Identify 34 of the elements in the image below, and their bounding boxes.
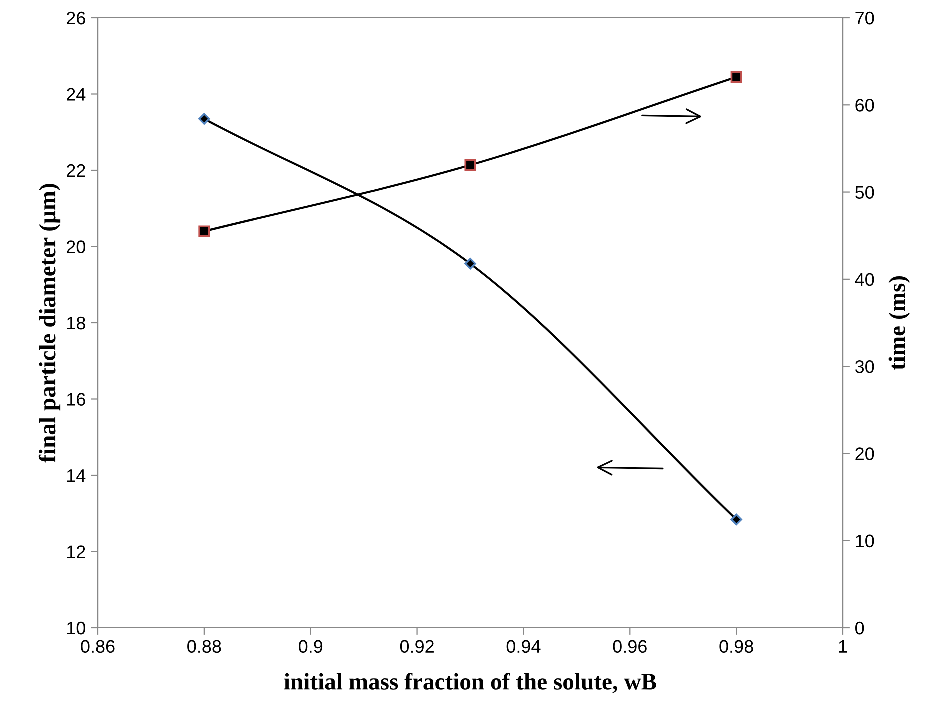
y-axis-title: final particle diameter (μm) <box>38 184 61 463</box>
y2-tick-label: 20 <box>856 448 874 460</box>
y-tick-label: 16 <box>67 393 86 406</box>
y2-tick-label: 50 <box>856 186 874 200</box>
x-tick-label: 0.98 <box>720 640 754 654</box>
y-tick-label: 10 <box>67 622 86 635</box>
y2-tick-label: 60 <box>856 99 874 112</box>
y-tick-label: 18 <box>67 316 86 330</box>
x-tick-label: 0.94 <box>506 640 541 654</box>
point <box>464 258 476 270</box>
point <box>198 226 210 238</box>
point <box>730 71 742 84</box>
point <box>464 160 476 172</box>
x-tick-label: 0.96 <box>613 640 647 654</box>
y2-tick-label: 10 <box>856 534 874 548</box>
y-tick-label: 12 <box>67 546 86 558</box>
y2-axis-title: time (ms) <box>888 276 910 370</box>
x-tick-label: 0.88 <box>188 640 222 654</box>
y2-tick-label: 0 <box>856 622 864 635</box>
y-tick-label: 14 <box>67 470 86 482</box>
y-tick-label: 24 <box>67 88 86 101</box>
x-axis-title: initial mass fraction of the solute, wB <box>284 673 656 694</box>
y2-tick-label: 70 <box>856 12 874 25</box>
x-tick-label: 0.9 <box>299 640 323 654</box>
y2-tick-label: 30 <box>855 360 874 374</box>
x-tick-label: 0.86 <box>81 640 115 654</box>
y2-tick-label: 40 <box>855 273 874 286</box>
point <box>730 514 742 526</box>
y-tick-label: 20 <box>67 240 86 254</box>
y-tick-label: 22 <box>67 164 86 178</box>
point <box>198 113 210 125</box>
x-tick-label: 0.92 <box>400 640 434 654</box>
y-tick-label: 26 <box>67 12 86 25</box>
x-tick-label: 1 <box>839 640 848 653</box>
